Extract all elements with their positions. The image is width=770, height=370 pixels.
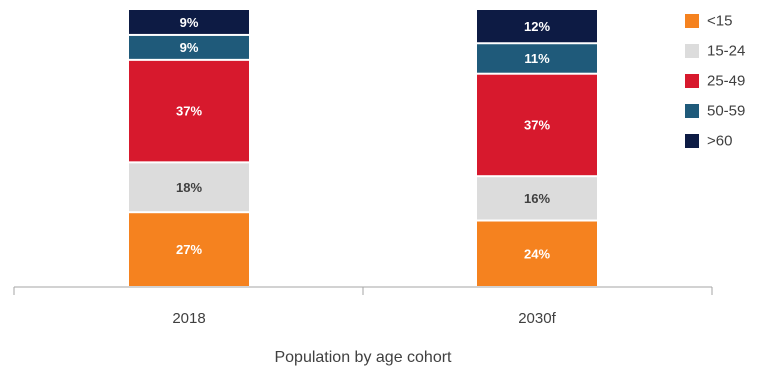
x-tick-label: 2018 — [172, 310, 205, 327]
legend-label: 50-59 — [707, 103, 745, 120]
data-label: 12% — [524, 19, 550, 34]
bar-segment-2018-50-59 — [129, 35, 249, 59]
bar-segment-2018-15-24 — [129, 163, 249, 212]
bar-segment-2018-25-49 — [129, 60, 249, 162]
data-label: 37% — [176, 104, 202, 119]
x-axis-title: Population by age cohort — [274, 349, 452, 366]
legend-swatch — [685, 104, 699, 118]
data-label: 18% — [176, 180, 202, 195]
legend-swatch — [685, 44, 699, 58]
data-label: 9% — [180, 40, 199, 55]
data-label: 16% — [524, 191, 550, 206]
legend-swatch — [685, 14, 699, 28]
data-label: 11% — [524, 51, 550, 66]
bars-group: 27% 18% 37% 9% 9% 24% 16% 37% 11% 12% — [129, 10, 597, 286]
legend-swatch — [685, 74, 699, 88]
legend-label: <15 — [707, 13, 732, 30]
legend-swatch — [685, 134, 699, 148]
legend-label: >60 — [707, 133, 732, 150]
data-label: 37% — [524, 117, 550, 132]
bar-segment-2030f-<15 — [477, 221, 597, 286]
x-axis: 2018 2030f — [13, 286, 713, 327]
bar-segment-2030f-15-24 — [477, 177, 597, 220]
legend-label: 25-49 — [707, 73, 745, 90]
legend-label: 15-24 — [707, 43, 745, 60]
x-tick-label: 2030f — [518, 310, 556, 327]
bar-segment-2030f-50-59 — [477, 44, 597, 73]
data-label: 9% — [180, 15, 199, 30]
bar-segment-2018-<15 — [129, 213, 249, 286]
bar-segment-2018->60 — [129, 10, 249, 34]
data-label: 24% — [524, 246, 550, 261]
bar-segment-2030f-25-49 — [477, 74, 597, 176]
data-label: 27% — [176, 242, 202, 257]
legend: <15 15-24 25-49 50-59 >60 — [685, 13, 745, 150]
bar-segment-2030f->60 — [477, 10, 597, 43]
